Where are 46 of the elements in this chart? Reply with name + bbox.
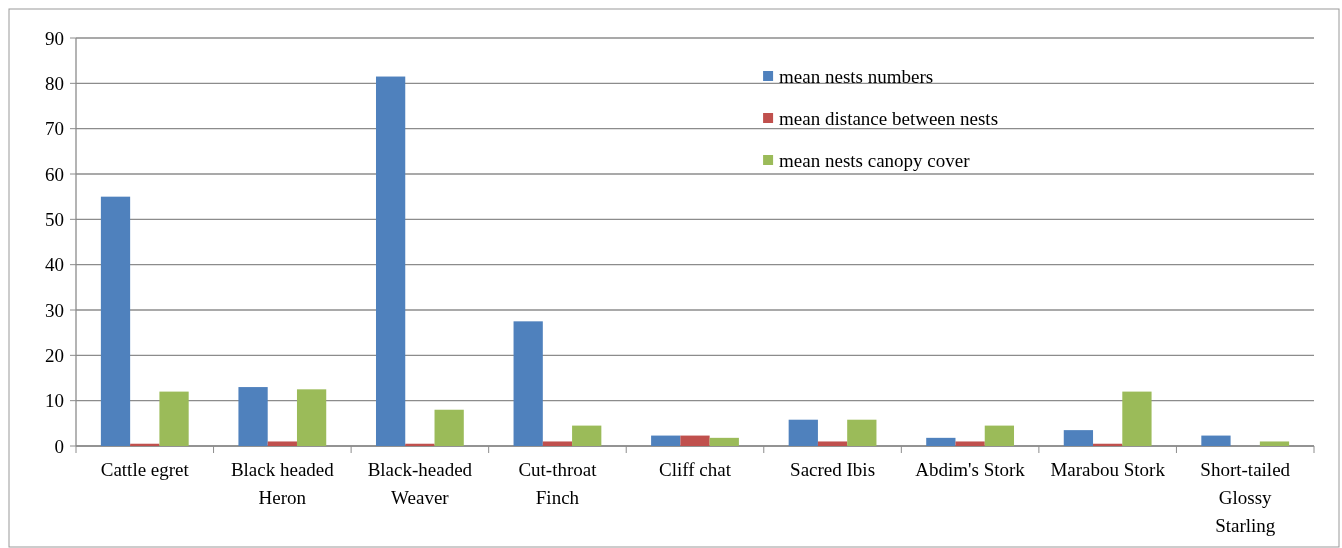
bar <box>542 441 573 446</box>
bar <box>1063 430 1094 446</box>
y-tick-label: 10 <box>45 390 64 412</box>
y-tick-label: 70 <box>45 118 64 140</box>
x-tick-label: Abdim's Stork <box>915 459 1026 480</box>
x-tick-label: Sacred Ibis <box>790 459 876 480</box>
bar <box>651 435 681 446</box>
bar <box>405 443 435 446</box>
x-tick-label: Cliff chat <box>659 459 732 480</box>
bar <box>788 419 818 446</box>
x-tick-label: Cattle egret <box>100 459 190 480</box>
bar <box>159 391 189 446</box>
x-tick-label: Marabou Stork <box>1050 459 1166 480</box>
bar <box>1122 391 1152 446</box>
y-tick-label: 30 <box>45 299 64 321</box>
legend-label: mean distance between nests <box>779 107 999 129</box>
bar <box>926 437 956 446</box>
bar <box>817 441 848 446</box>
x-tick-label: Short-tailed Glossy Starling <box>1200 459 1291 536</box>
bar <box>680 435 710 446</box>
bar <box>267 441 297 446</box>
x-tick-label: Black-headed Weaver <box>367 459 473 508</box>
y-tick-label: 80 <box>45 72 64 94</box>
y-tick-label: 0 <box>54 435 64 457</box>
bar <box>709 437 739 446</box>
bar <box>434 409 464 446</box>
bar <box>984 425 1015 446</box>
bar <box>572 425 602 446</box>
y-tick-label: 40 <box>45 254 64 276</box>
bar <box>1259 441 1290 446</box>
y-tick-label: 20 <box>45 344 64 366</box>
legend-label: mean nests numbers <box>779 65 934 87</box>
x-tick-label: Cut-throat Finch <box>518 459 598 508</box>
x-tick-label: Black headed Heron <box>230 459 335 508</box>
bar <box>1201 435 1231 446</box>
bar <box>238 387 268 446</box>
y-tick-label: 50 <box>45 208 64 230</box>
bar <box>296 389 327 446</box>
bar <box>513 321 543 446</box>
y-tick-label: 90 <box>45 27 64 49</box>
y-tick-label: 60 <box>45 163 64 185</box>
bar <box>847 419 877 446</box>
bar <box>955 441 985 446</box>
bar <box>375 76 406 446</box>
legend-label: mean nests canopy cover <box>779 149 971 171</box>
bar <box>100 196 131 446</box>
